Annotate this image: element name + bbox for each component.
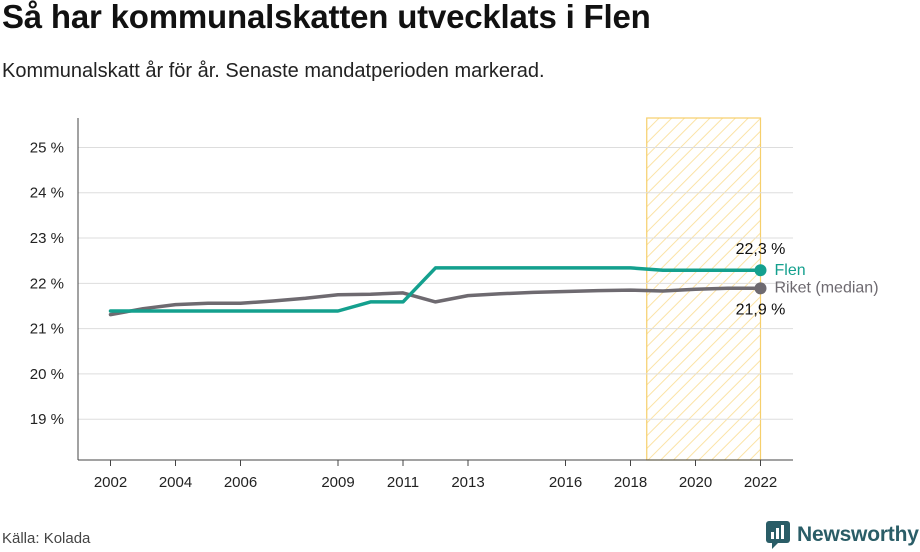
y-tick-label: 24 % [30,185,64,202]
series-layer [108,264,767,317]
series-endpoint-flen [754,264,767,277]
grid-layer: 19 % 20 % 21 % 22 % 23 % 24 % 25 % [30,139,793,428]
brand-name: Newsworthy [797,523,919,546]
value-label-riket: 21,9 % [736,301,786,318]
newsworthy-logo-icon [766,521,790,549]
y-tick-label: 23 % [30,230,64,247]
y-tick-label: 25 % [30,139,64,156]
x-tick-label: 2020 [679,474,712,491]
y-tick-label: 19 % [30,411,64,428]
series-endpoint-riket [754,282,767,295]
x-tick-label: 2011 [387,474,419,491]
chart-subtitle: Kommunalskatt år för år. Senaste mandatp… [2,60,545,82]
chart-title: Så har kommunalskatten utvecklats i Flen [2,0,651,35]
y-tick-label: 21 % [30,321,64,338]
x-tick-label: 2004 [159,474,192,491]
x-tick-label: 2018 [614,474,647,491]
x-tick-label: 2009 [321,474,354,491]
x-tick-label: 2002 [94,474,127,491]
source-note: Källa: Kolada [2,530,91,547]
series-line-flen [108,266,763,313]
x-tick-label: 2022 [744,474,777,491]
series-name-flen: Flen [775,262,806,279]
brand-logo: Newsworthy [765,520,919,550]
axis-layer: 2002 2004 2006 2009 2011 2013 2016 2018 2020 2022 [77,118,793,491]
y-tick-label: 20 % [30,366,64,383]
series-name-riket: Riket (median) [775,279,879,296]
x-tick-label: 2013 [451,474,484,491]
x-tick-label: 2016 [549,474,582,491]
series-line-riket [108,286,763,317]
value-label-flen: 22,3 % [736,241,786,258]
y-tick-label: 22 % [30,275,64,292]
x-tick-label: 2006 [224,474,257,491]
